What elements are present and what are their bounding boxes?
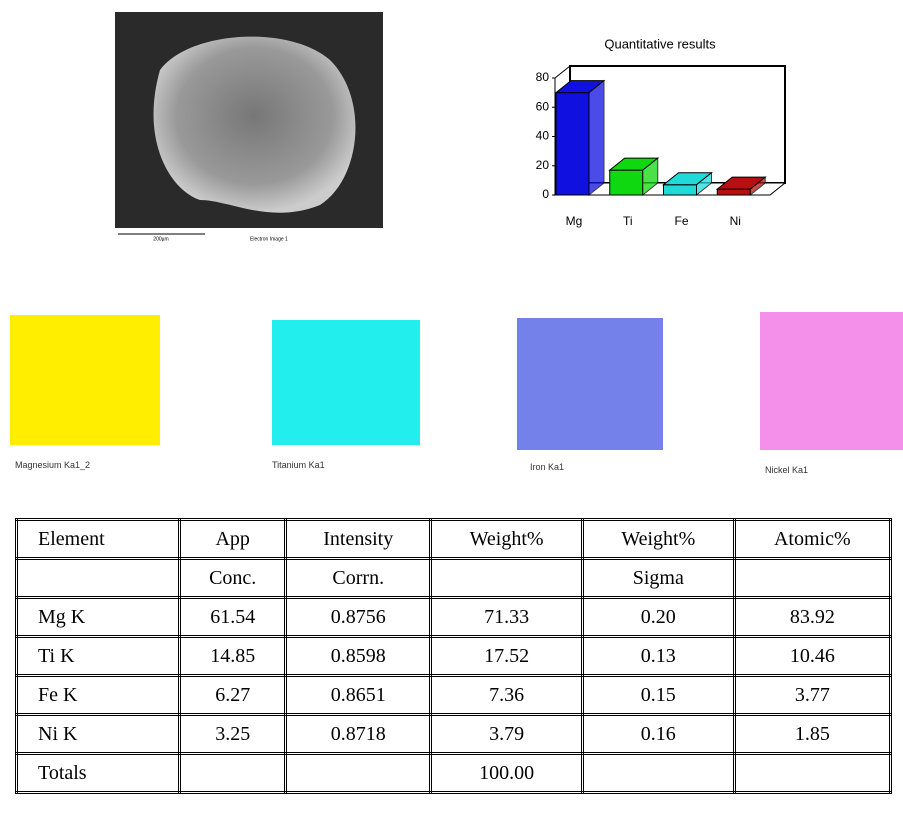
- table-cell: Weight%: [582, 520, 734, 559]
- table-cell: Weight%: [431, 520, 583, 559]
- table-cell: 0.8756: [286, 598, 431, 637]
- table-cell: 3.25: [180, 715, 286, 754]
- table-cell: 0.8651: [286, 676, 431, 715]
- table-cell: App: [180, 520, 286, 559]
- table-cell: Ti K: [17, 637, 180, 676]
- table-cell: Fe K: [17, 676, 180, 715]
- table-cell: [431, 559, 583, 598]
- element-map: [272, 320, 420, 445]
- bar: [556, 81, 604, 195]
- page: 200µm Electron Image 1 Quantitative resu…: [0, 0, 903, 832]
- table-cell: [286, 754, 431, 793]
- x-tick-label: Ti: [623, 214, 633, 228]
- table-cell: 100.00: [431, 754, 583, 793]
- table-cell: 0.15: [582, 676, 734, 715]
- table-cell: 17.52: [431, 637, 583, 676]
- x-tick-label: Fe: [674, 214, 688, 228]
- table-cell: 0.16: [582, 715, 734, 754]
- table-row: Conc.Corrn. Sigma: [17, 559, 891, 598]
- chart-title: Quantitative results: [604, 36, 716, 51]
- table-cell: 10.46: [734, 637, 890, 676]
- table-cell: 7.36: [431, 676, 583, 715]
- table-cell: Conc.: [180, 559, 286, 598]
- x-tick-label: Mg: [566, 214, 583, 228]
- table-cell: 6.27: [180, 676, 286, 715]
- map-label: Magnesium Ka1_2: [15, 460, 90, 470]
- table-cell: [180, 754, 286, 793]
- particle: [154, 37, 356, 213]
- bar-front: [556, 93, 589, 195]
- bar-front: [717, 189, 750, 195]
- table-cell: Intensity: [286, 520, 431, 559]
- table-cell: 0.8718: [286, 715, 431, 754]
- y-tick-label: 80: [536, 70, 550, 84]
- table-cell: [17, 559, 180, 598]
- map-label: Iron Ka1: [530, 462, 564, 472]
- map-label: Titanium Ka1: [272, 460, 325, 470]
- table-cell: Totals: [17, 754, 180, 793]
- map-texture: [760, 312, 903, 450]
- table-cell: 71.33: [431, 598, 583, 637]
- table-cell: Atomic%: [734, 520, 890, 559]
- element-map: [10, 315, 160, 445]
- map-label: Nickel Ka1: [765, 465, 808, 475]
- table-cell: [734, 754, 890, 793]
- table-cell: Sigma: [582, 559, 734, 598]
- table-cell: 61.54: [180, 598, 286, 637]
- table-cell: Ni K: [17, 715, 180, 754]
- table-cell: [734, 559, 890, 598]
- table-cell: [582, 754, 734, 793]
- table-cell: 1.85: [734, 715, 890, 754]
- table-cell: 0.8598: [286, 637, 431, 676]
- figure: 200µm Electron Image 1 Quantitative resu…: [0, 0, 903, 500]
- image-caption: Electron Image 1: [250, 236, 288, 242]
- table-cell: Corrn.: [286, 559, 431, 598]
- y-tick-label: 60: [536, 99, 550, 113]
- table-cell: 14.85: [180, 637, 286, 676]
- map-texture: [517, 318, 663, 450]
- table-cell: 83.92: [734, 598, 890, 637]
- x-tick-label: Ni: [730, 214, 741, 228]
- y-tick-label: 40: [536, 129, 550, 143]
- table-cell: Mg K: [17, 598, 180, 637]
- y-tick-label: 20: [536, 158, 550, 172]
- scale-label: 200µm: [153, 236, 168, 242]
- table-cell: 0.13: [582, 637, 734, 676]
- y-tick-label: 0: [542, 187, 549, 201]
- table-cell: 0.20: [582, 598, 734, 637]
- table-row: Totals 100.00: [17, 754, 891, 793]
- bar-side: [589, 81, 604, 195]
- table-cell: Element: [17, 520, 180, 559]
- bar-front: [664, 185, 697, 195]
- bar-front: [610, 170, 643, 195]
- table-cell: 3.79: [431, 715, 583, 754]
- table-cell: 3.77: [734, 676, 890, 715]
